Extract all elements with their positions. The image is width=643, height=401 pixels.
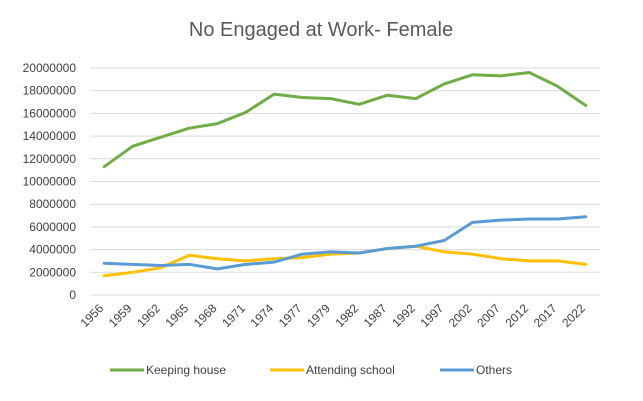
x-tick-label: 2017 (531, 301, 560, 330)
legend-label: Keeping house (146, 363, 226, 377)
x-tick-label: 1982 (333, 301, 362, 330)
gridlines (90, 67, 600, 296)
legend-label: Attending school (306, 363, 395, 377)
x-tick-label: 1987 (361, 301, 390, 330)
chart-title: No Engaged at Work- Female (189, 19, 453, 41)
y-tick-label: 10000000 (23, 175, 77, 189)
x-tick-label: 2007 (474, 301, 503, 330)
y-tick-label: 18000000 (23, 84, 77, 98)
x-tick-label: 1997 (418, 301, 447, 330)
x-tick-label: 1992 (389, 301, 418, 330)
y-tick-label: 16000000 (23, 106, 77, 120)
x-axis-ticks: 1956 1959 1962 1965 1968 1971 1974 1977 1979 1982… (78, 301, 589, 330)
y-tick-label: 6000000 (29, 220, 76, 234)
y-tick-label: 0 (69, 288, 76, 302)
y-tick-label: 14000000 (23, 129, 77, 143)
legend-label: Others (476, 363, 512, 377)
legend: Keeping house Attending school Others (110, 363, 512, 377)
x-tick-label: 1959 (106, 301, 135, 330)
y-tick-label: 2000000 (29, 265, 76, 279)
x-tick-label: 2002 (446, 301, 475, 330)
x-tick-label: 1962 (134, 301, 163, 330)
x-tick-label: 1965 (163, 301, 192, 330)
x-tick-label: 1971 (219, 301, 248, 330)
series-line-1 (102, 244, 588, 278)
series-line-0 (102, 71, 588, 169)
y-tick-label: 20000000 (23, 61, 77, 75)
x-tick-label: 1977 (276, 301, 305, 330)
series-line-2 (102, 215, 588, 271)
y-tick-label: 12000000 (23, 152, 77, 166)
series-lines (102, 71, 588, 278)
x-tick-label: 1974 (248, 301, 277, 330)
y-tick-label: 8000000 (29, 197, 76, 211)
y-axis-ticks: 0 2000000 4000000 6000000 8000000 10000000 120… (23, 61, 77, 302)
y-tick-label: 4000000 (29, 243, 76, 257)
x-tick-label: 1979 (304, 301, 333, 330)
x-tick-label: 1956 (78, 301, 107, 330)
x-tick-label: 2022 (559, 301, 588, 330)
x-tick-label: 1968 (191, 301, 220, 330)
x-tick-label: 2012 (503, 301, 532, 330)
